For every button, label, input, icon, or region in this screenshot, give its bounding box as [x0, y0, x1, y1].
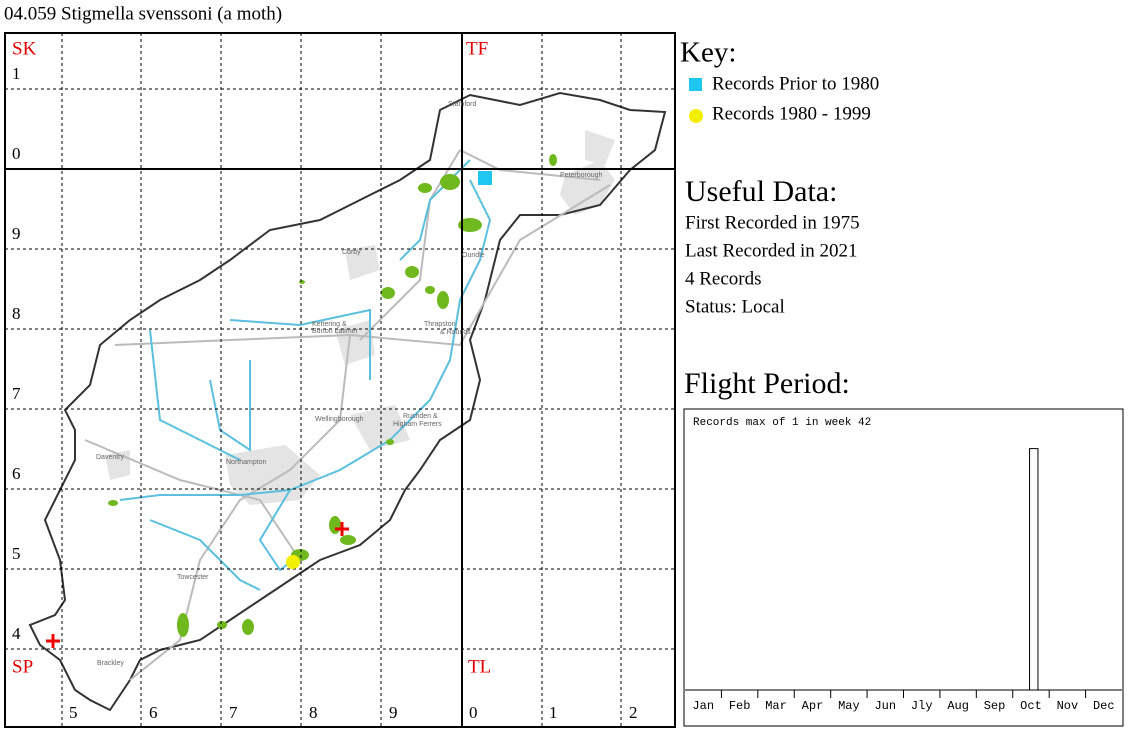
x-tick-label: Feb	[729, 699, 751, 713]
place-label: Wellingborough	[315, 416, 364, 423]
place-label: Thrapston	[424, 321, 456, 328]
grid-square-label: SK	[12, 38, 37, 59]
map-frame	[4, 32, 676, 728]
place-label: Stamford	[448, 101, 477, 108]
chart-annotation: Records max of 1 in week 42	[693, 417, 871, 429]
key-label: Records 1980 - 1999	[712, 103, 871, 124]
x-tick-label: Nov	[1057, 699, 1079, 713]
place-label: & Raunds	[440, 329, 471, 336]
x-tick-label: Apr	[802, 699, 824, 713]
place-label: Peterborough	[560, 172, 603, 179]
easting-label: 9	[389, 703, 398, 722]
northing-label: 6	[12, 464, 21, 483]
place-label: Oundle	[462, 252, 485, 259]
easting-label: 2	[629, 703, 638, 722]
place-label: Rushden &	[403, 413, 438, 420]
grid	[5, 33, 675, 727]
place-label: Brackley	[97, 660, 124, 667]
grid-square-label: TL	[468, 656, 491, 677]
side-panel: Key: Useful Data: Flight Period:	[680, 37, 850, 400]
northing-label: 5	[12, 544, 21, 563]
page-title: 04.059 Stigmella svenssoni (a moth)	[4, 3, 282, 24]
easting-label: 7	[229, 703, 238, 722]
x-tick-label: Dec	[1093, 699, 1115, 713]
northing-label: 7	[12, 384, 21, 403]
key-label: Records Prior to 1980	[712, 73, 879, 94]
chart-frame	[683, 408, 1124, 727]
x-tick-label: Oct	[1020, 699, 1042, 713]
easting-label: 1	[549, 703, 558, 722]
easting-label: 0	[469, 703, 478, 722]
northing-label: 4	[12, 624, 21, 643]
useful-data-line: First Recorded in 1975	[685, 212, 860, 233]
rivers	[119, 159, 492, 591]
place-label: Burton Latimer	[312, 328, 359, 335]
x-tick-label: Aug	[947, 699, 969, 713]
grid-square-label: SP	[12, 656, 33, 677]
key-swatch	[689, 78, 702, 91]
northing-label: 8	[12, 304, 21, 323]
bar	[1029, 448, 1039, 691]
northing-label: 1	[12, 64, 21, 83]
x-tick-label: Jan	[692, 699, 714, 713]
key-swatch	[689, 109, 703, 123]
record-marker	[478, 171, 492, 185]
urban-areas	[105, 130, 615, 505]
useful-data-title: Useful Data:	[685, 175, 837, 208]
grid-square-label: TF	[466, 38, 488, 59]
chart-title: Flight Period:	[684, 367, 850, 400]
x-tick-label: May	[838, 699, 860, 713]
northing-label: 9	[12, 224, 21, 243]
roads	[84, 149, 611, 681]
record-marker	[46, 634, 60, 648]
record-marker	[335, 522, 349, 536]
useful-data-line: Last Recorded in 2021	[685, 240, 858, 261]
northing-label: 0	[12, 144, 21, 163]
useful-data-line: Status: Local	[685, 296, 785, 317]
easting-label: 8	[309, 703, 318, 722]
x-tick-label: Sep	[984, 699, 1006, 713]
x-tick-label: Mar	[765, 699, 787, 713]
place-label: Northampton	[226, 459, 267, 466]
useful-data-line: 4 Records	[685, 268, 762, 289]
x-tick-label: Jly	[911, 699, 933, 713]
county-outline	[28, 91, 667, 712]
place-label: Daventry	[96, 454, 125, 461]
place-label: Corby	[342, 249, 361, 256]
place-label: Towcester	[177, 574, 209, 581]
x-tick-label: Jun	[874, 699, 896, 713]
easting-label: 5	[69, 703, 78, 722]
place-label: Higham Ferrers	[393, 421, 442, 428]
key-title: Key:	[680, 37, 736, 69]
record-marker	[286, 555, 300, 569]
easting-label: 6	[149, 703, 158, 722]
place-label: Kettering &	[312, 321, 347, 328]
